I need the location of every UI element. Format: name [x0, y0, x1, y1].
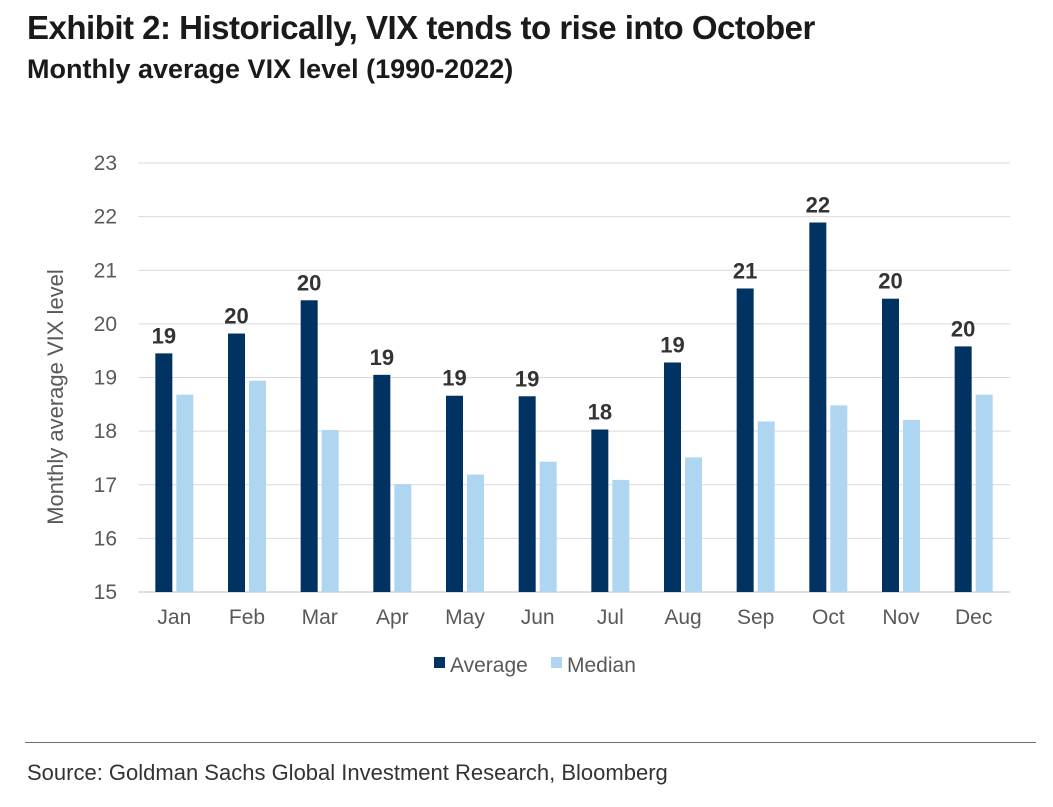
bar-median-apr: [394, 484, 412, 592]
bar-average-mar: [300, 300, 318, 592]
y-tick-label: 19: [94, 367, 117, 390]
data-label-average-apr: 19: [370, 345, 394, 370]
data-label-average-jun: 19: [515, 366, 539, 391]
data-label-average-sep: 21: [733, 258, 757, 283]
x-axis-ticks: Jan Feb Mar Apr May Jun Jul Aug Sep Oct Nov Dec: [157, 606, 992, 629]
bar-median-may: [467, 474, 484, 592]
bar-median-jul: [612, 479, 630, 592]
bar-average-dec: [954, 346, 972, 592]
y-tick-label: 20: [94, 313, 117, 336]
x-tick-label: Dec: [955, 606, 992, 629]
y-tick-label: 21: [94, 259, 117, 282]
x-tick-label: Mar: [302, 606, 338, 629]
data-label-average-nov: 20: [878, 269, 902, 294]
x-tick-label: Jan: [157, 606, 191, 629]
source-divider: [25, 742, 1036, 743]
y-tick-label: 22: [94, 206, 117, 229]
x-tick-label: Oct: [812, 606, 845, 629]
y-tick-label: 16: [94, 527, 117, 550]
bars: [155, 222, 993, 592]
x-tick-label: Aug: [664, 606, 701, 629]
data-label-average-mar: 20: [297, 270, 321, 295]
x-tick-label: Sep: [737, 606, 774, 629]
y-tick-label: 18: [94, 420, 117, 443]
bar-average-apr: [373, 374, 391, 592]
y-tick-label: 15: [94, 581, 117, 604]
data-label-average-aug: 19: [660, 332, 684, 357]
data-label-average-dec: 20: [951, 316, 975, 341]
bar-median-dec: [975, 394, 993, 592]
data-labels: 19 20 20 19 19 19 18 19 21 22 20 20: [152, 193, 976, 425]
chart-title: Exhibit 2: Historically, VIX tends to ri…: [27, 9, 815, 46]
bar-median-aug: [685, 457, 702, 592]
bar-chart: 15 16 17 18 19 20 21 22 23 19 20 20 19 19 19 18 19 21 22 2…: [43, 152, 1010, 677]
bar-median-jan: [176, 394, 194, 592]
bar-median-mar: [321, 430, 339, 592]
bar-average-feb: [228, 333, 245, 592]
x-tick-label: Feb: [229, 606, 265, 629]
legend: Average Median: [434, 654, 636, 677]
bar-average-sep: [736, 288, 754, 592]
x-tick-label: Apr: [376, 606, 409, 629]
source-note: Source: Goldman Sachs Global Investment …: [27, 760, 668, 785]
bar-average-nov: [882, 298, 899, 592]
bar-average-jul: [591, 429, 609, 592]
y-tick-label: 23: [94, 152, 117, 175]
bar-average-jan: [155, 353, 173, 592]
y-axis-label: Monthly average VIX level: [43, 269, 68, 525]
bar-average-may: [446, 395, 463, 592]
data-label-average-jul: 18: [588, 400, 612, 425]
x-tick-label: May: [445, 606, 485, 629]
chart-subtitle: Monthly average VIX level (1990-2022): [27, 54, 514, 84]
legend-swatch-average: [434, 657, 445, 668]
x-tick-label: Jul: [597, 606, 624, 629]
bar-average-oct: [809, 222, 827, 592]
data-label-average-may: 19: [442, 366, 466, 391]
bar-median-oct: [830, 405, 848, 592]
data-label-average-jan: 19: [152, 323, 176, 348]
bar-median-sep: [757, 421, 775, 592]
x-tick-label: Nov: [882, 606, 920, 629]
legend-label-median: Median: [567, 654, 636, 677]
bar-average-jun: [518, 396, 536, 592]
bar-median-nov: [903, 419, 920, 592]
y-tick-label: 17: [94, 474, 117, 497]
legend-label-average: Average: [450, 654, 528, 677]
y-axis-ticks: 15 16 17 18 19 20 21 22 23: [94, 152, 117, 604]
gridlines: [138, 162, 1010, 593]
legend-swatch-median: [551, 657, 562, 668]
data-label-average-feb: 20: [224, 304, 248, 329]
bar-median-feb: [249, 380, 266, 592]
x-tick-label: Jun: [521, 606, 555, 629]
data-label-average-oct: 22: [806, 193, 830, 218]
bar-average-aug: [664, 362, 681, 592]
bar-median-jun: [539, 461, 557, 592]
